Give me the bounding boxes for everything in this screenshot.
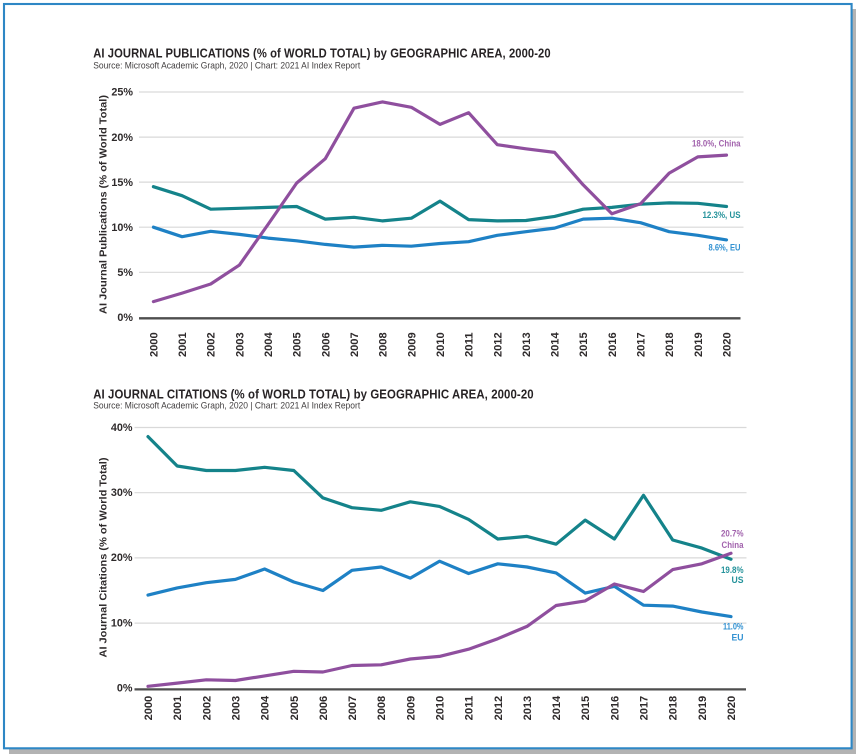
svg-text:25%: 25% [111,87,133,99]
svg-text:2012: 2012 [493,696,505,721]
svg-text:2013: 2013 [521,332,533,357]
svg-text:2018: 2018 [668,696,680,721]
svg-text:2012: 2012 [492,332,504,357]
svg-text:AI JOURNAL PUBLICATIONS (% of: AI JOURNAL PUBLICATIONS (% of WORLD TOTA… [93,46,551,60]
svg-text:2010: 2010 [435,332,447,357]
svg-text:2019: 2019 [693,332,705,357]
svg-text:2004: 2004 [263,332,275,357]
svg-text:20.7%: 20.7% [721,528,744,539]
svg-text:10%: 10% [111,222,133,234]
svg-text:2004: 2004 [260,695,272,720]
svg-text:2018: 2018 [664,332,676,357]
svg-text:2016: 2016 [607,332,619,357]
svg-text:2005: 2005 [292,332,304,357]
svg-text:2020: 2020 [722,332,734,357]
svg-text:AI Journal Publications (% of: AI Journal Publications (% of World Tota… [98,95,109,314]
svg-text:2007: 2007 [349,332,361,357]
svg-text:20%: 20% [111,132,133,144]
svg-text:2015: 2015 [578,332,590,357]
svg-text:2002: 2002 [201,696,213,721]
svg-text:19.8%: 19.8% [721,565,744,576]
svg-text:AI JOURNAL CITATIONS (% of WOR: AI JOURNAL CITATIONS (% of WORLD TOTAL) … [93,387,534,401]
svg-text:20%: 20% [111,552,133,564]
svg-text:2000: 2000 [148,332,160,357]
svg-text:EU: EU [732,632,744,643]
svg-text:8.6%, EU: 8.6%, EU [709,243,741,254]
svg-text:30%: 30% [111,487,133,499]
svg-text:5%: 5% [117,267,133,279]
svg-text:2008: 2008 [378,332,390,357]
svg-text:2005: 2005 [289,696,301,721]
svg-text:Source: Microsoft Academic Gra: Source: Microsoft Academic Graph, 2020 |… [93,401,360,411]
svg-text:2014: 2014 [550,332,562,357]
svg-text:2000: 2000 [143,696,155,721]
svg-text:2006: 2006 [318,696,330,721]
svg-text:2011: 2011 [464,332,476,357]
svg-text:AI Journal Citations (% of Wor: AI Journal Citations (% of World Total) [98,458,109,658]
svg-text:China: China [722,540,745,551]
svg-text:2009: 2009 [405,696,417,721]
svg-text:2015: 2015 [580,696,592,721]
svg-text:2020: 2020 [726,696,738,721]
svg-text:2017: 2017 [636,332,648,357]
svg-text:2007: 2007 [347,696,359,721]
svg-text:2008: 2008 [376,696,388,721]
svg-text:2013: 2013 [522,696,534,721]
svg-text:12.3%, US: 12.3%, US [703,210,741,221]
svg-text:US: US [732,575,745,586]
svg-text:Source: Microsoft Academic Gra: Source: Microsoft Academic Graph, 2020 |… [93,61,360,71]
svg-text:11.0%: 11.0% [723,622,744,633]
svg-text:2002: 2002 [206,332,218,357]
svg-text:2010: 2010 [435,696,447,721]
svg-text:10%: 10% [111,617,133,629]
svg-text:15%: 15% [111,177,133,189]
svg-text:40%: 40% [111,422,133,434]
svg-text:2009: 2009 [406,332,418,357]
svg-text:2014: 2014 [551,695,563,720]
svg-text:2016: 2016 [609,696,621,721]
svg-text:0%: 0% [117,683,133,695]
svg-text:2001: 2001 [177,332,189,357]
svg-text:2006: 2006 [320,332,332,357]
svg-text:2001: 2001 [172,696,184,721]
svg-text:2003: 2003 [234,332,246,357]
svg-text:18.0%, China: 18.0%, China [692,138,741,149]
svg-text:2011: 2011 [464,696,476,721]
svg-text:2003: 2003 [230,696,242,721]
svg-text:2017: 2017 [639,696,651,721]
svg-text:2019: 2019 [697,696,709,721]
svg-text:0%: 0% [117,312,133,324]
